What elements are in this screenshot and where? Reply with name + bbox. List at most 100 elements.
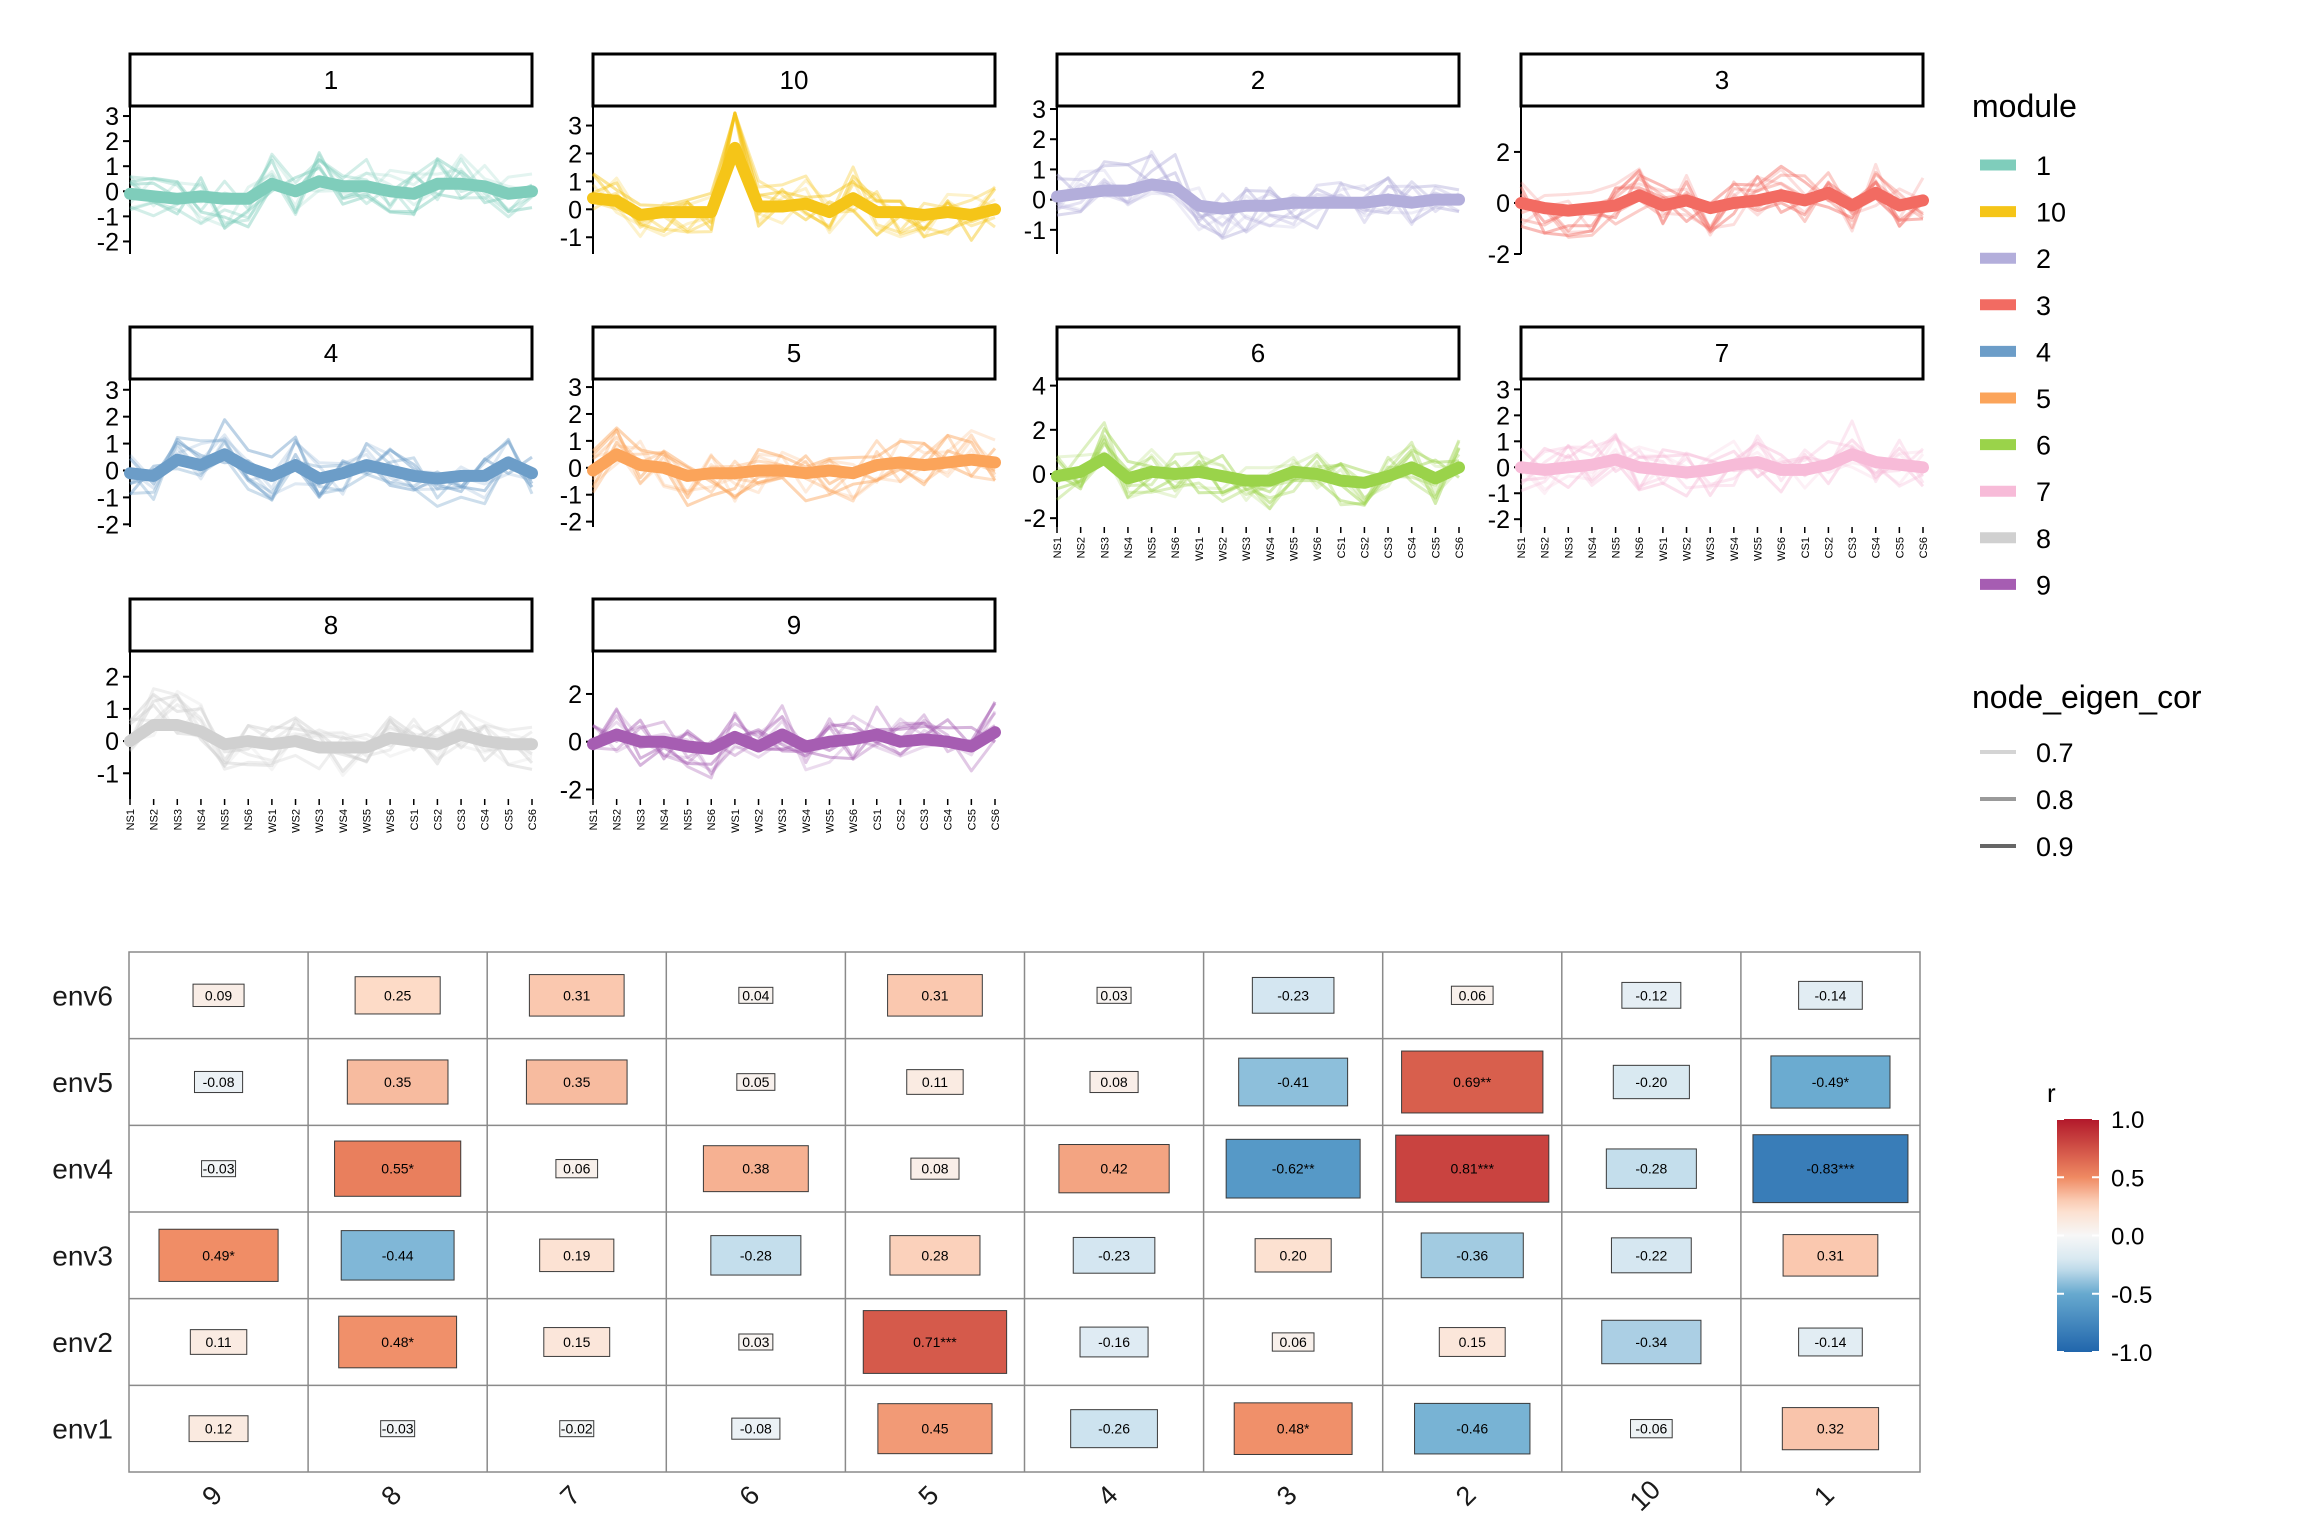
x-tick-label-9-NS1: NS1	[588, 809, 600, 830]
heatmap-cell-label-env4-2: 0.81***	[1450, 1161, 1494, 1177]
panel-strip-8	[128, 597, 534, 653]
y-tick-label-5-1: 1	[568, 428, 582, 456]
x-tick-label-8-CS5: CS5	[503, 809, 515, 830]
x-tick-label-9-WS4: WS4	[801, 809, 813, 833]
x-tick-label-8-CS4: CS4	[480, 809, 492, 830]
heatmap-cell-label-env6-2: 0.06	[1459, 987, 1486, 1003]
heatmap-cell-env6-10	[1621, 981, 1682, 1009]
heatmap-cell-env2-6	[738, 1333, 774, 1351]
y-tick-label-5-0: 0	[568, 455, 582, 483]
x-tick-label-6-WS5: WS5	[1288, 537, 1300, 561]
heatmap-col-label-1: 1	[1808, 1480, 1840, 1512]
y-tick-label-2-2: 2	[1032, 126, 1046, 154]
y-tick-label-6-2: 2	[1032, 417, 1046, 445]
x-tick-label-8-WS6: WS6	[385, 809, 397, 833]
heatmap-cell-env3-7	[539, 1238, 615, 1273]
heatmap-cell-label-env5-4: 0.08	[1100, 1074, 1127, 1090]
y-tick-label-9-0: 0	[568, 729, 582, 757]
heatmap-cell-label-env6-6: 0.04	[742, 987, 769, 1003]
panel-strip-label-3: 3	[1715, 65, 1729, 95]
heatmap-cell-label-env6-4: 0.03	[1100, 987, 1127, 1003]
x-tick-label-9-CS5: CS5	[966, 809, 978, 830]
correlation-heatmap: env6 0.09 0.25 0.31 0.04 0.31 0.03 -0.23 0.06 -0.…	[52, 951, 1921, 1517]
y-tick-label-5-3: 3	[568, 374, 582, 402]
gene-line-8-0	[128, 694, 533, 762]
heatmap-cell-label-env3-9: 0.49*	[202, 1247, 235, 1263]
x-tick-label-7-CS4: CS4	[1871, 537, 1883, 558]
heatmap-cell-env2-3	[1271, 1332, 1315, 1352]
legend-label-module-9: 9	[2036, 570, 2051, 600]
x-tick-label-6-CS3: CS3	[1383, 537, 1395, 558]
gene-line-2-7	[1056, 150, 1460, 228]
x-tick-label-7-NS5: NS5	[1611, 537, 1623, 558]
eigengene-line-4	[124, 448, 538, 485]
heatmap-cell-env2-7	[543, 1327, 611, 1357]
y-tick-label-6--2: -2	[1024, 505, 1046, 533]
x-tick-label-7-NS6: NS6	[1634, 537, 1646, 558]
heatmap-cell-env3-1	[1782, 1234, 1879, 1277]
x-tick-label-7-CS5: CS5	[1894, 537, 1906, 558]
y-tick-label-1-3: 3	[105, 103, 119, 131]
heatmap-col-label-8: 8	[375, 1480, 407, 1512]
x-tick-label-7-WS1: WS1	[1658, 537, 1670, 561]
heatmap-cell-label-env3-3: 0.20	[1280, 1247, 1307, 1263]
heatmap-cell-env1-2	[1414, 1402, 1531, 1455]
y-tick-label-4-3: 3	[105, 377, 119, 405]
panel-strip-7	[1519, 325, 1925, 381]
y-tick-label-4--2: -2	[97, 511, 119, 539]
heatmap-cell-label-env2-1: -0.14	[1814, 1334, 1846, 1350]
heatmap-cell-label-env5-9: -0.08	[203, 1074, 235, 1090]
heatmap-cell-label-env3-4: -0.23	[1098, 1247, 1130, 1263]
x-tick-label-8-NS4: NS4	[196, 809, 208, 830]
eigengene-line-5	[587, 448, 1001, 482]
y-tick-label-10--1: -1	[560, 224, 582, 252]
gene-line-5-8	[591, 428, 996, 500]
x-tick-label-6-NS5: NS5	[1147, 537, 1159, 558]
correlation-colorbar: r 1.0 0.5 0.0 -0.5 -1.0	[2047, 1078, 2152, 1367]
x-tick-label-8-CS3: CS3	[456, 809, 468, 830]
x-tick-label-6-NS3: NS3	[1099, 537, 1111, 558]
heatmap-cell-env4-7	[555, 1159, 599, 1179]
legend-title-module: module	[1972, 88, 2077, 124]
x-tick-label-7-NS3: NS3	[1563, 537, 1575, 558]
y-tick-label-1-1: 1	[105, 153, 119, 181]
colorbar-tick-label-0.0: 0.0	[2111, 1224, 2144, 1251]
heatmap-cell-label-env3-1: 0.31	[1817, 1247, 1844, 1263]
heatmap-cell-label-env4-9: -0.03	[203, 1161, 235, 1177]
heatmap-cell-env3-8	[340, 1230, 455, 1281]
y-tick-label-8-1: 1	[105, 696, 119, 724]
heatmap-cell-label-env5-10: -0.20	[1635, 1074, 1667, 1090]
y-tick-label-2-3: 3	[1032, 96, 1046, 124]
heatmap-cell-label-env1-4: -0.26	[1098, 1421, 1130, 1437]
gene-line-7-5	[1520, 438, 1924, 498]
x-tick-label-6-WS6: WS6	[1312, 537, 1324, 561]
y-tick-label-10-1: 1	[568, 168, 582, 196]
y-tick-label-8-0: 0	[105, 728, 119, 756]
y-tick-label-4-2: 2	[105, 404, 119, 432]
x-tick-label-6-CS5: CS5	[1430, 537, 1442, 558]
x-tick-label-9-NS2: NS2	[612, 809, 624, 830]
heatmap-cell-env2-2	[1438, 1327, 1506, 1357]
panel-strip-1	[128, 52, 534, 108]
heatmap-row-label-env6: env6	[52, 980, 113, 1011]
heatmap-cell-env6-1	[1798, 980, 1863, 1010]
y-tick-label-10-0: 0	[568, 196, 582, 224]
heatmap-cell-env4-8	[334, 1140, 462, 1197]
heatmap-cell-label-env6-3: -0.23	[1277, 987, 1309, 1003]
x-tick-label-9-CS6: CS6	[990, 809, 1002, 830]
x-tick-label-8-WS3: WS3	[314, 809, 326, 833]
x-tick-label-8-WS2: WS2	[291, 809, 303, 833]
gene-line-6-8	[1055, 438, 1460, 507]
gene-line-1-1	[129, 157, 534, 225]
gene-line-4-4	[128, 436, 533, 508]
y-tick-label-3--2: -2	[1488, 241, 1510, 269]
heatmap-cell-env4-6	[702, 1145, 809, 1193]
heatmap-col-label-9: 9	[196, 1480, 228, 1512]
heatmap-cell-label-env4-10: -0.28	[1635, 1161, 1667, 1177]
heatmap-cell-env5-1	[1770, 1055, 1891, 1109]
heatmap-cell-env1-3	[1233, 1402, 1353, 1455]
y-tick-label-7-1: 1	[1496, 428, 1510, 456]
heatmap-cell-env4-2	[1395, 1134, 1550, 1203]
legend-label-cor-0.8: 0.8	[2036, 785, 2074, 815]
